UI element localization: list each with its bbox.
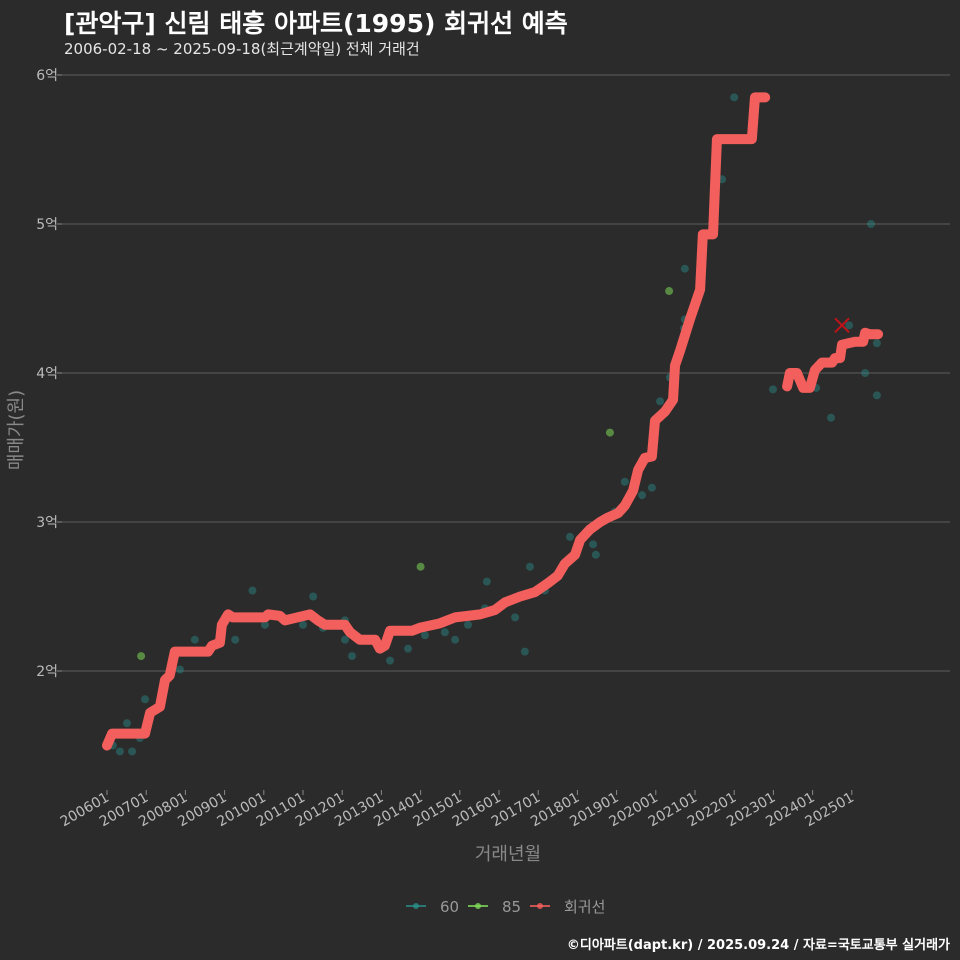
x-axis-title: 거래년월 [475,844,541,865]
data-point-60 [115,747,124,756]
y-axis-title: 매매가(원) [6,390,27,470]
data-point-60 [620,477,629,486]
data-point-60 [827,413,836,422]
legend-key-point [537,903,543,909]
data-point-60 [591,550,600,559]
data-point-60 [248,586,257,595]
data-point-60 [340,635,349,644]
scatter-points [108,93,881,756]
regression-line [102,92,884,751]
data-point-60 [730,93,739,102]
source-credit: ©디아파트(dapt.kr) / 2025.09.24 / 자료=국토교통부 실… [566,938,950,953]
data-point-60 [464,620,473,629]
data-point-60 [525,562,534,571]
data-point-60 [867,220,876,228]
data-point-60 [386,656,395,665]
data-point-60 [589,540,598,549]
data-point-60 [440,628,449,637]
data-point-60 [511,613,520,622]
data-point-60 [231,635,240,644]
data-point-85 [605,428,614,437]
data-point-60 [348,652,356,661]
regression-line-segment [782,327,884,393]
legend: 60 85 회귀선 [406,898,605,916]
data-point-60 [872,339,881,348]
markers [834,317,850,334]
data-point-60 [260,620,269,629]
legend-key-point [475,903,481,909]
data-point-85 [416,562,425,571]
regression-line-segment [102,92,771,751]
legend-label: 60 [440,898,459,916]
data-point-60 [861,369,870,377]
data-point-60 [420,631,429,640]
data-point-60 [175,665,184,674]
data-point-60 [128,747,137,756]
data-point-60 [309,592,318,601]
legend-label: 85 [502,898,521,916]
x-axis-ticks: 2006012007012008012009012010012011012012… [58,790,857,831]
y-tick-label: 4억 [36,366,58,382]
y-tick-label: 2억 [36,664,58,680]
data-point-85 [665,287,674,296]
data-point-60 [141,695,150,704]
data-point-60 [638,491,647,500]
data-point-60 [520,647,529,656]
data-point-60 [404,644,413,653]
data-point-60 [656,397,665,406]
data-point-85 [137,652,146,661]
y-tick-label: 3억 [36,515,58,531]
data-point-60 [122,719,131,728]
legend-label: 회귀선 [564,898,605,916]
x-marker-icon [834,317,850,334]
data-point-60 [872,391,881,400]
y-tick-label: 6억 [36,68,58,84]
data-point-60 [680,264,689,273]
data-point-60 [482,577,491,586]
y-tick-label: 5억 [36,217,58,233]
data-point-60 [451,635,460,644]
data-point-60 [845,321,854,330]
chart-title: [관악구] 신림 태흥 아파트(1995) 회귀선 예측 [64,9,568,38]
legend-key-point [413,903,419,909]
data-point-60 [647,483,656,492]
y-axis-ticks: 2억 3억 4억 5억 6억 [36,68,62,680]
data-point-60 [299,620,307,629]
chart-subtitle: 2006-02-18 ~ 2025-09-18(최근계약일) 전체 거래건 [64,40,420,58]
data-point-60 [565,532,574,541]
data-point-60 [769,385,778,394]
data-point-60 [190,635,199,644]
